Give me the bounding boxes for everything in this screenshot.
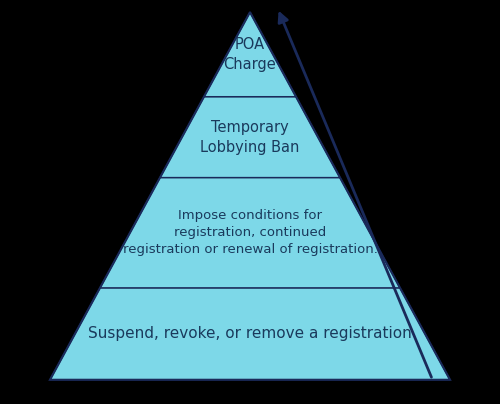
Text: Suspend, revoke, or remove a registration: Suspend, revoke, or remove a registratio… <box>88 326 412 341</box>
Text: Temporary
Lobbying Ban: Temporary Lobbying Ban <box>200 120 300 154</box>
Polygon shape <box>100 178 400 288</box>
Text: POA
Charge: POA Charge <box>224 37 276 72</box>
Polygon shape <box>160 97 340 178</box>
Polygon shape <box>50 288 450 380</box>
Polygon shape <box>204 12 296 97</box>
Text: Impose conditions for
registration, continued
registration or renewal of registr: Impose conditions for registration, cont… <box>122 209 378 256</box>
